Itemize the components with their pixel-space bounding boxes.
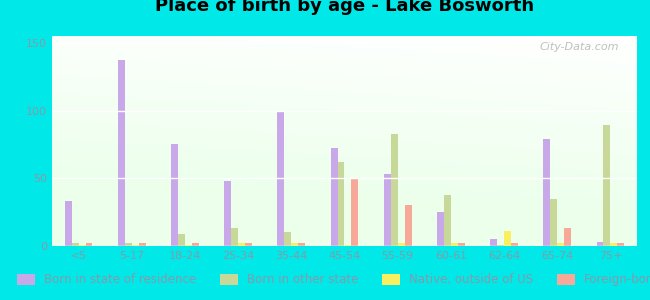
Bar [511,243,518,246]
Bar [344,244,352,246]
Bar [610,243,617,246]
Bar [178,234,185,246]
Bar [231,228,238,246]
Bar [557,243,564,246]
Bar [398,243,404,246]
Bar [298,243,305,246]
Bar [404,206,411,246]
Bar [185,244,192,246]
Bar [618,243,624,246]
Bar [391,134,398,246]
Bar [437,212,444,246]
Bar [65,201,72,246]
Bar [245,243,252,246]
Bar [564,228,571,246]
Bar [384,174,391,246]
Bar [238,243,245,246]
Title: Place of birth by age - Lake Bosworth: Place of birth by age - Lake Bosworth [155,0,534,15]
Bar [86,243,92,246]
Bar [192,243,199,246]
Bar [132,244,138,246]
Bar [224,181,231,246]
Bar [352,178,358,246]
Bar [118,60,125,246]
Bar [504,231,511,246]
Bar [497,244,504,246]
Bar [291,243,298,246]
Legend: Born in state of residence, Born in other state, Native, outside of US, Foreign-: Born in state of residence, Born in othe… [12,269,650,291]
Bar [79,244,86,246]
Bar [72,243,79,246]
Bar [125,243,132,246]
Bar [278,110,285,246]
Bar [285,232,291,246]
Bar [543,139,551,246]
Bar [490,239,497,246]
Bar [451,243,458,246]
Bar [458,243,465,246]
Bar [171,144,178,246]
Bar [138,243,146,246]
Bar [331,148,337,246]
Bar [603,125,610,246]
Bar [551,199,557,246]
Text: City-Data.com: City-Data.com [540,42,619,52]
Bar [597,242,603,246]
Bar [444,194,451,246]
Bar [337,162,345,246]
